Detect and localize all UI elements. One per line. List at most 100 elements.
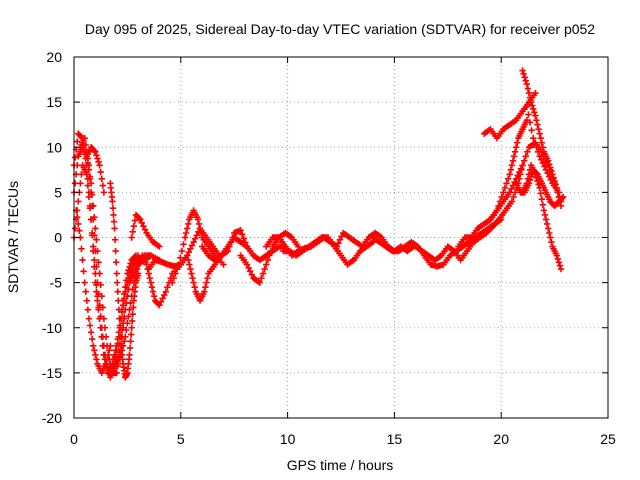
data-point	[516, 168, 523, 176]
data-point	[523, 180, 531, 187]
data-point	[557, 202, 565, 210]
data-point	[558, 194, 566, 202]
data-point	[84, 182, 92, 189]
data-point	[184, 225, 191, 232]
data-point	[541, 211, 549, 219]
data-point	[555, 259, 563, 266]
data-point	[92, 351, 99, 359]
data-point	[267, 247, 275, 255]
data-point	[129, 311, 136, 318]
data-point	[512, 144, 520, 151]
data-point	[159, 295, 166, 302]
data-point	[84, 306, 92, 313]
data-point	[547, 176, 555, 184]
data-point	[75, 220, 82, 228]
data-point	[203, 279, 210, 286]
data-point	[120, 338, 128, 345]
data-point	[338, 233, 345, 240]
data-point	[85, 162, 93, 169]
data-point	[191, 283, 198, 291]
data-point	[129, 228, 136, 236]
x-tick-label: 15	[387, 431, 403, 447]
series-arc-25	[523, 103, 563, 196]
data-point	[514, 172, 521, 179]
data-point	[266, 252, 273, 259]
y-tick-label: -15	[42, 365, 62, 381]
data-point	[132, 252, 140, 259]
data-point	[124, 320, 131, 327]
data-point	[177, 254, 184, 262]
data-point	[125, 267, 132, 274]
x-tick-label: 10	[280, 431, 296, 447]
data-point	[535, 126, 542, 133]
data-point	[520, 70, 527, 78]
grid-lines	[74, 57, 608, 418]
data-point	[540, 207, 548, 214]
data-point	[156, 243, 163, 250]
data-point	[98, 292, 105, 300]
data-point	[511, 148, 519, 155]
data-point	[508, 198, 516, 205]
data-point	[87, 180, 95, 187]
data-point	[80, 268, 87, 275]
x-tick-label: 5	[177, 431, 185, 447]
data-point	[227, 238, 235, 246]
data-point	[523, 103, 531, 110]
data-point	[546, 160, 553, 168]
data-point	[544, 225, 552, 232]
data-point	[78, 245, 85, 252]
data-point	[88, 335, 96, 343]
data-point	[192, 235, 199, 242]
data-point	[147, 279, 155, 286]
data-point	[92, 148, 99, 155]
data-point	[161, 291, 168, 299]
data-point	[537, 190, 544, 197]
data-point	[86, 175, 94, 183]
data-point	[528, 127, 535, 134]
data-point	[185, 256, 192, 264]
data-point	[514, 139, 521, 146]
data-point	[115, 297, 122, 304]
x-tick-label: 20	[493, 431, 509, 447]
data-point	[556, 198, 564, 205]
data-point	[542, 216, 550, 223]
data-point	[508, 185, 515, 193]
data-point	[100, 189, 108, 196]
data-point	[536, 153, 543, 160]
data-point	[532, 171, 539, 178]
data-point	[98, 175, 105, 183]
data-point	[91, 232, 98, 239]
data-point	[187, 265, 194, 273]
data-point	[523, 80, 531, 88]
data-point	[553, 252, 560, 259]
data-point	[127, 338, 134, 345]
data-point	[146, 274, 154, 282]
data-point	[522, 77, 529, 84]
data-point	[520, 157, 528, 164]
data-point	[149, 288, 157, 295]
data-point	[123, 277, 130, 284]
data-point	[546, 173, 553, 180]
series-arc-22	[519, 162, 565, 273]
data-point	[541, 163, 548, 170]
data-point	[110, 364, 117, 371]
data-point	[130, 304, 137, 311]
data-point	[180, 241, 187, 248]
data-point	[261, 265, 268, 273]
data-point	[88, 202, 96, 210]
data-point	[543, 220, 551, 228]
data-point	[229, 234, 236, 241]
data-point	[194, 216, 202, 223]
data-point	[226, 243, 233, 250]
data-point	[78, 133, 85, 141]
data-point	[555, 189, 563, 196]
data-point	[530, 135, 537, 142]
data-point	[103, 356, 111, 363]
data-point	[507, 166, 515, 174]
data-point	[94, 155, 101, 162]
data-point	[533, 144, 540, 151]
data-point	[102, 360, 110, 368]
y-tick-label: 0	[54, 230, 62, 246]
data-point	[85, 193, 93, 201]
data-point	[93, 236, 100, 243]
